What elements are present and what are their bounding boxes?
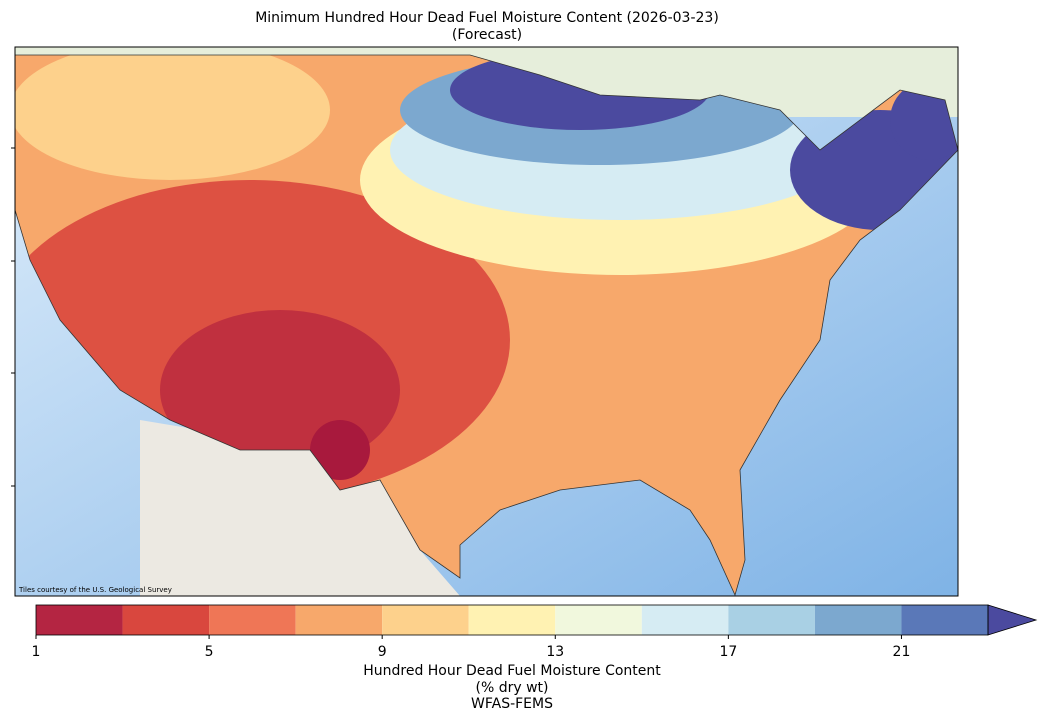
- colorbar-bin: [555, 605, 642, 635]
- colorbar-bin: [209, 605, 296, 635]
- colorbar-bin: [468, 605, 556, 635]
- colorbar-source: WFAS-FEMS: [471, 696, 553, 712]
- axes-frame: [14, 46, 959, 597]
- y-ticks: [11, 147, 15, 487]
- colorbar-bin: [36, 605, 123, 635]
- colorbar-tick-label: 21: [893, 644, 911, 660]
- us-border: [15, 54, 958, 596]
- colorbar-tick-label: 13: [546, 644, 564, 660]
- colorbar-label: Hundred Hour Dead Fuel Moisture Content: [363, 663, 661, 679]
- colorbar-tick-label: 5: [205, 644, 214, 660]
- colorbar-tick-label: 17: [719, 644, 737, 660]
- colorbar-bin: [295, 605, 383, 635]
- colorbar-bin: [728, 605, 815, 635]
- colorbar-bin: [382, 605, 469, 635]
- colorbar-bin: [641, 605, 729, 635]
- colorbar-extend: [987, 604, 1038, 636]
- map: Tiles courtesy of the U.S. Geological Su…: [15, 47, 958, 596]
- colorbar-tick-label: 1: [32, 644, 41, 660]
- colorbar-tick-label: 9: [378, 644, 387, 660]
- colorbar-unit: (% dry wt): [476, 680, 549, 696]
- colorbar: 1 5 9 13 17 21: [32, 604, 1038, 660]
- attribution: Tiles courtesy of the U.S. Geological Su…: [18, 586, 172, 594]
- colorbar-bin: [814, 605, 902, 635]
- colorbar-bin: [901, 605, 988, 635]
- colorbar-frame: [35, 604, 989, 636]
- subtitle: (Forecast): [452, 27, 522, 43]
- colorbar-bin: [122, 605, 210, 635]
- mexico: [140, 420, 460, 596]
- title: Minimum Hundred Hour Dead Fuel Moisture …: [255, 10, 719, 26]
